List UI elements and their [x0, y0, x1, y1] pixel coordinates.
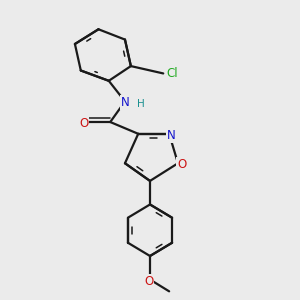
- Text: O: O: [79, 117, 88, 130]
- Text: O: O: [144, 274, 153, 288]
- Text: Cl: Cl: [166, 67, 178, 80]
- Text: N: N: [121, 96, 129, 110]
- Text: N: N: [167, 129, 176, 142]
- Text: H: H: [137, 99, 145, 109]
- Text: O: O: [177, 158, 186, 171]
